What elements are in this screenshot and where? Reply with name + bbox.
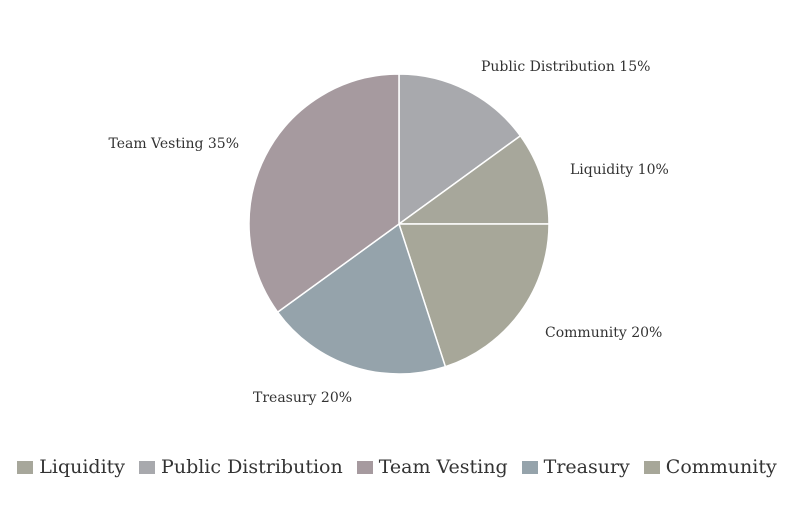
pie-labels: Public Distribution 15% Liquidity 10% Comm… bbox=[108, 59, 668, 406]
pie-slices bbox=[248, 73, 550, 375]
legend-label: Treasury bbox=[543, 456, 630, 478]
legend-item-team-vesting: Team Vesting bbox=[356, 456, 508, 478]
legend-label: Community bbox=[665, 456, 777, 478]
slice-label-liquidity: Liquidity 10% bbox=[570, 162, 669, 178]
pie-slice-public-distribution bbox=[398, 73, 522, 226]
slice-label-treasury: Treasury 20% bbox=[253, 390, 352, 406]
legend-item-liquidity: Liquidity bbox=[17, 456, 125, 478]
slice-label-public-distribution: Public Distribution 15% bbox=[481, 59, 650, 75]
slice-label-team-vesting: Team Vesting 35% bbox=[108, 136, 239, 152]
legend-swatch bbox=[139, 460, 156, 474]
pie-chart: Public Distribution 15% Liquidity 10% Comm… bbox=[108, 59, 668, 406]
pie-slice-team-vesting bbox=[248, 73, 400, 314]
pie-slice-liquidity bbox=[396, 134, 550, 225]
legend-swatch bbox=[17, 460, 34, 474]
slice-label-community: Community 20% bbox=[545, 325, 662, 341]
legend-swatch bbox=[643, 460, 660, 474]
pie-slice-community bbox=[397, 223, 550, 368]
chart-legend: Liquidity Public Distribution Team Vesting… bbox=[0, 456, 794, 478]
legend-swatch bbox=[521, 460, 538, 474]
legend-label: Team Vesting bbox=[378, 456, 508, 478]
legend-item-treasury: Treasury bbox=[521, 456, 630, 478]
legend-item-community: Community bbox=[643, 456, 777, 478]
legend-label: Liquidity bbox=[39, 456, 126, 478]
legend-label: Public Distribution bbox=[161, 456, 343, 478]
pie-slice-treasury bbox=[276, 222, 447, 375]
legend-swatch bbox=[356, 460, 373, 474]
legend-item-public-distribution: Public Distribution bbox=[139, 456, 343, 478]
